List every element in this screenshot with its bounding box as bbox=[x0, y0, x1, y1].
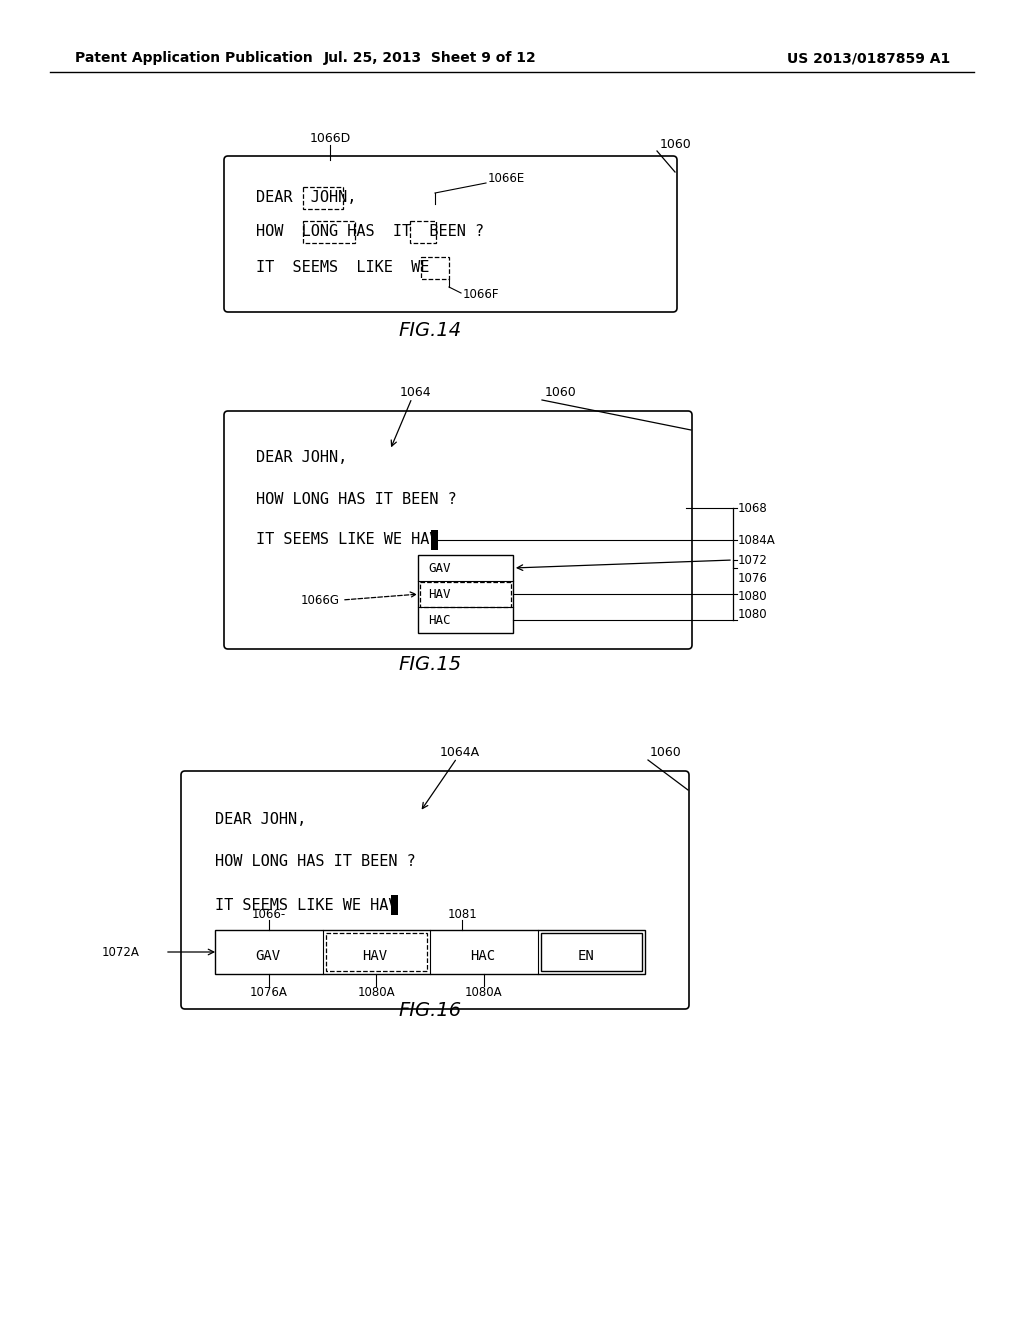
Text: GAV: GAV bbox=[428, 561, 451, 574]
Text: 1066-: 1066- bbox=[252, 908, 286, 920]
FancyBboxPatch shape bbox=[181, 771, 689, 1008]
Text: 1080: 1080 bbox=[738, 590, 768, 602]
Text: IT  SEEMS  LIKE  WE: IT SEEMS LIKE WE bbox=[256, 260, 429, 276]
Text: HAV: HAV bbox=[428, 587, 451, 601]
Text: IT SEEMS LIKE WE HAV: IT SEEMS LIKE WE HAV bbox=[256, 532, 438, 548]
Text: 1066D: 1066D bbox=[309, 132, 350, 144]
Text: HAC: HAC bbox=[470, 949, 495, 964]
Text: Patent Application Publication: Patent Application Publication bbox=[75, 51, 312, 65]
Bar bbox=[420, 582, 511, 607]
Text: 1080A: 1080A bbox=[357, 986, 395, 998]
Text: FIG.15: FIG.15 bbox=[398, 656, 462, 675]
Text: 1066G: 1066G bbox=[301, 594, 340, 606]
Text: 1081: 1081 bbox=[447, 908, 477, 920]
Text: 1068: 1068 bbox=[738, 502, 768, 515]
Text: HOW LONG HAS IT BEEN ?: HOW LONG HAS IT BEEN ? bbox=[256, 492, 457, 507]
Text: FIG.16: FIG.16 bbox=[398, 1001, 462, 1019]
Text: 1080: 1080 bbox=[738, 607, 768, 620]
Text: 1060: 1060 bbox=[660, 139, 692, 152]
Text: HAC: HAC bbox=[428, 614, 451, 627]
Text: 1072: 1072 bbox=[738, 553, 768, 566]
Text: HOW LONG HAS IT BEEN ?: HOW LONG HAS IT BEEN ? bbox=[215, 854, 416, 870]
Text: 1076A: 1076A bbox=[250, 986, 288, 998]
Text: US 2013/0187859 A1: US 2013/0187859 A1 bbox=[786, 51, 950, 65]
Text: DEAR JOHN,: DEAR JOHN, bbox=[256, 450, 347, 466]
Text: 1066E: 1066E bbox=[488, 172, 525, 185]
Text: IT SEEMS LIKE WE HAV: IT SEEMS LIKE WE HAV bbox=[215, 898, 397, 912]
FancyBboxPatch shape bbox=[224, 156, 677, 312]
Bar bbox=[215, 931, 645, 974]
Text: 1060: 1060 bbox=[650, 746, 682, 759]
Text: EN: EN bbox=[578, 949, 594, 964]
Text: 1072A: 1072A bbox=[102, 945, 140, 958]
Text: DEAR JOHN,: DEAR JOHN, bbox=[215, 813, 306, 828]
Text: FIG.14: FIG.14 bbox=[398, 321, 462, 339]
Text: 1060: 1060 bbox=[545, 387, 577, 400]
Text: HAV: HAV bbox=[362, 949, 387, 964]
Text: 1064: 1064 bbox=[399, 387, 431, 400]
Text: 1080A: 1080A bbox=[465, 986, 503, 998]
Text: 1066F: 1066F bbox=[463, 289, 500, 301]
Text: GAV: GAV bbox=[255, 949, 280, 964]
FancyBboxPatch shape bbox=[224, 411, 692, 649]
Bar bbox=[418, 554, 513, 634]
Text: Jul. 25, 2013  Sheet 9 of 12: Jul. 25, 2013 Sheet 9 of 12 bbox=[324, 51, 537, 65]
Text: DEAR  JOHN,: DEAR JOHN, bbox=[256, 190, 356, 206]
Bar bbox=[303, 187, 343, 209]
Text: 1064A: 1064A bbox=[440, 746, 480, 759]
Bar bbox=[410, 220, 436, 243]
Text: 1084A: 1084A bbox=[738, 533, 776, 546]
Bar bbox=[431, 531, 438, 550]
Text: 1076: 1076 bbox=[738, 572, 768, 585]
Bar bbox=[421, 257, 449, 279]
Bar bbox=[303, 220, 355, 243]
Text: HOW  LONG HAS  IT  BEEN ?: HOW LONG HAS IT BEEN ? bbox=[256, 224, 484, 239]
Bar bbox=[326, 933, 427, 972]
Bar bbox=[541, 933, 642, 972]
Bar bbox=[391, 895, 398, 915]
